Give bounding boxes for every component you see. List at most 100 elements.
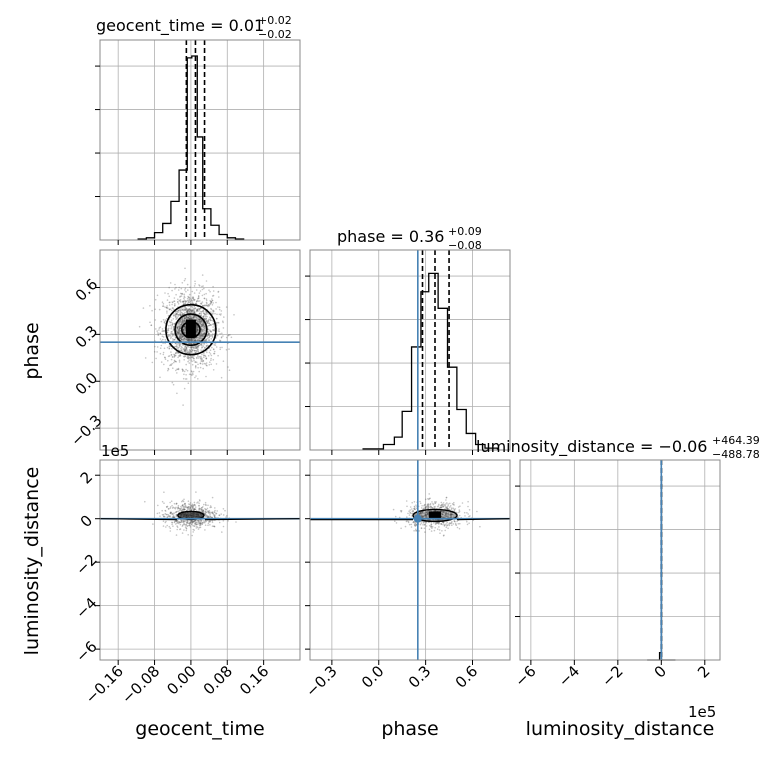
scatter-point <box>213 344 215 346</box>
scatter-point <box>432 507 434 510</box>
scatter-point <box>194 504 196 507</box>
scatter-point <box>217 291 219 293</box>
scatter-point <box>177 521 179 524</box>
scatter-point <box>190 523 193 526</box>
panel-frame <box>99 459 301 661</box>
scatter-point <box>213 328 216 330</box>
scatter-point <box>196 339 199 342</box>
scatter-point <box>441 512 443 514</box>
scatter-point <box>207 339 210 341</box>
scatter-point <box>208 520 211 522</box>
scatter-point <box>194 299 196 301</box>
scatter-point <box>198 307 200 310</box>
scatter-point <box>195 302 197 305</box>
panel-frame <box>99 249 301 451</box>
scatter-point <box>195 523 198 526</box>
scatter-point <box>178 346 180 349</box>
offset-distance-y: 1e5 <box>101 442 129 460</box>
scatter-point <box>202 323 205 326</box>
scatter-point <box>190 509 192 511</box>
scatter-point <box>199 336 202 338</box>
scatter-point <box>179 355 181 357</box>
scatter-point <box>432 503 435 506</box>
scatter-point <box>423 515 426 517</box>
scatter-point <box>204 304 207 307</box>
scatter-point <box>220 310 223 312</box>
scatter-point <box>176 344 178 346</box>
scatter-point <box>178 328 180 331</box>
scatter-point <box>173 520 176 523</box>
scatter-point <box>184 349 187 351</box>
scatter-point <box>193 340 196 342</box>
scatter-point <box>178 522 181 524</box>
scatter-point <box>458 509 461 511</box>
scatter-point <box>210 319 212 322</box>
scatter-point <box>188 352 190 354</box>
scatter-point <box>426 513 429 515</box>
scatter-point <box>442 535 445 537</box>
scatter-point <box>206 344 209 347</box>
scatter-point <box>180 505 182 508</box>
scatter-point <box>441 505 444 508</box>
scatter-point <box>193 507 196 510</box>
scatter-point <box>207 304 209 307</box>
scatter-point <box>210 301 212 304</box>
scatter-point <box>177 522 180 525</box>
scatter-point <box>438 521 440 524</box>
scatter-point <box>155 357 157 360</box>
scatter-point <box>208 318 211 321</box>
scatter-point <box>183 339 185 341</box>
scatter-point <box>192 520 194 523</box>
scatter-point <box>174 520 176 522</box>
scatter-point <box>193 508 196 511</box>
scatter-point <box>198 508 200 511</box>
scatter-point <box>205 345 208 348</box>
scatter-point <box>173 361 175 364</box>
scatter-point <box>406 505 408 508</box>
scatter-point <box>175 520 177 522</box>
scatter-point <box>428 497 431 500</box>
scatter-point <box>216 317 218 320</box>
scatter-point <box>191 372 194 375</box>
scatter-point <box>203 356 205 359</box>
scatter-point <box>412 521 415 523</box>
scatter-point <box>166 310 168 313</box>
x-tick-label: 0.0 <box>358 662 388 692</box>
scatter-point <box>457 523 460 525</box>
scatter-point <box>468 509 471 511</box>
scatter-point <box>187 301 190 304</box>
scatter-point <box>176 521 178 523</box>
scatter-point <box>173 313 175 315</box>
x-tick-label: 0.00 <box>163 662 199 698</box>
scatter-point <box>186 351 189 353</box>
scatter-point <box>202 309 204 312</box>
scatter-point <box>193 311 196 314</box>
scatter-point <box>183 508 186 511</box>
scatter-point <box>207 521 210 523</box>
scatter-point <box>211 336 214 339</box>
scatter-point <box>190 310 193 312</box>
scatter-point <box>184 325 186 328</box>
scatter-point <box>205 508 208 511</box>
scatter-point <box>192 520 195 523</box>
scatter-point <box>227 334 230 336</box>
scatter-point <box>406 520 408 522</box>
scatter-point <box>459 522 461 525</box>
scatter-point <box>173 356 176 358</box>
scatter-point <box>194 366 197 369</box>
scatter-point <box>201 323 203 326</box>
scatter-point <box>210 311 212 313</box>
scatter-point <box>201 301 204 303</box>
scatter-point <box>188 509 191 511</box>
scatter-point <box>440 501 443 504</box>
scatter-point <box>178 326 181 328</box>
scatter-point <box>218 514 220 516</box>
scatter-point <box>168 308 171 311</box>
scatter-point <box>411 508 413 510</box>
scatter-point <box>183 520 186 523</box>
scatter-point <box>432 519 435 522</box>
scatter-point <box>184 508 186 511</box>
scatter-point <box>181 500 183 503</box>
scatter-point <box>189 521 191 524</box>
scatter-point <box>453 520 456 522</box>
